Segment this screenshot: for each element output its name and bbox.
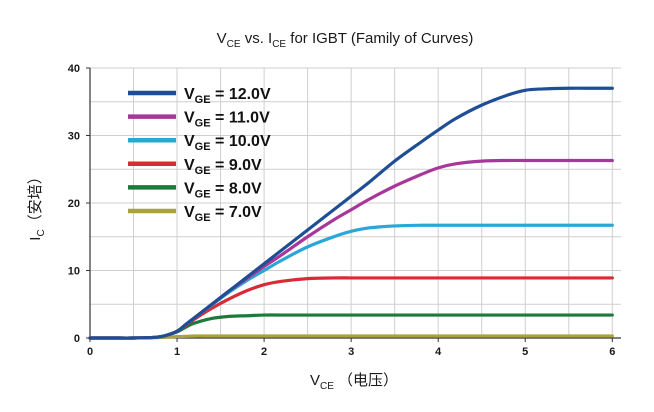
- series-line-vge-12-0v: [88, 86, 614, 340]
- legend-label: VGE = 11.0V: [184, 110, 270, 130]
- legend-label: VGE = 12.0V: [184, 86, 271, 106]
- y-tick-label: 30: [68, 131, 80, 143]
- x-tick-label: 3: [348, 346, 354, 358]
- series-lines: [88, 86, 614, 340]
- legend: VGE = 12.0V VGE = 11.0V VGE = 10.0V VGE = 9…: [128, 86, 271, 224]
- title-v-sub: CE: [227, 39, 241, 50]
- ylabel-main: I: [27, 237, 44, 241]
- x-tick-label: 6: [609, 346, 615, 358]
- title-i-sub: CE: [272, 39, 286, 50]
- tick-labels: 0 1 2 3 4 5 6 0 10 20 30 40: [68, 63, 616, 358]
- x-tick-label: 4: [435, 346, 442, 358]
- ylabel-unit: （安培）: [27, 169, 44, 229]
- y-tick-label: 10: [68, 266, 80, 278]
- y-tick-label: 40: [68, 63, 80, 75]
- x-tick-label: 5: [522, 346, 528, 358]
- y-axis-label: IC（安培）: [27, 169, 47, 240]
- x-tick-label: 0: [87, 346, 93, 358]
- series-line-vge-7-0v: [88, 334, 614, 340]
- legend-label: VGE = 10.0V: [184, 133, 271, 153]
- y-tick-label: 0: [74, 333, 80, 345]
- legend-label: VGE = 9.0V: [184, 157, 262, 177]
- title-v: V: [217, 30, 227, 47]
- legend-label: VGE = 7.0V: [184, 204, 262, 224]
- x-axis-label: VCE （电压）: [310, 372, 398, 392]
- xlabel-unit: （电压）: [334, 372, 398, 389]
- grid: [89, 67, 621, 339]
- x-tick-label: 2: [261, 346, 267, 358]
- title-vs: vs. I: [241, 30, 273, 47]
- xlabel-main: V: [310, 372, 320, 389]
- legend-label: VGE = 8.0V: [184, 180, 262, 200]
- xlabel-sub: CE: [320, 381, 334, 392]
- title-rest: for IGBT (Family of Curves): [286, 30, 473, 47]
- x-tick-label: 1: [174, 346, 180, 358]
- chart-title: VCE vs. ICE for IGBT (Family of Curves): [217, 30, 474, 50]
- ylabel-sub: C: [36, 229, 47, 236]
- y-tick-label: 20: [68, 198, 80, 210]
